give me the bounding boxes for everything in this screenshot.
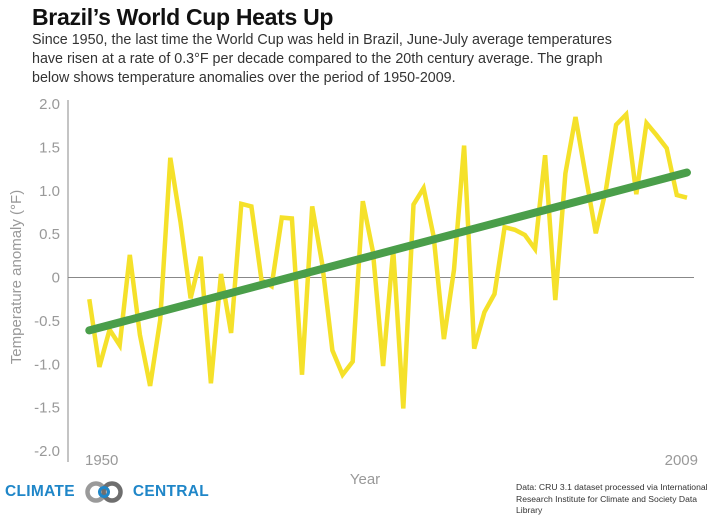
logo-text-left: CLIMATE — [5, 483, 75, 501]
x-tick-label-2009: 2009 — [665, 452, 698, 469]
source-line-2: Research Institute for Climate and Socie… — [516, 494, 720, 517]
logo-text-right: CENTRAL — [133, 483, 209, 501]
x-tick-label-1950: 1950 — [85, 452, 118, 469]
y-tick-label: 1.0 — [39, 183, 60, 200]
y-tick-label: -0.5 — [34, 313, 60, 330]
x-axis-label: Year — [350, 471, 380, 488]
y-tick-label: -1.5 — [34, 400, 60, 417]
y-tick-label: 0.5 — [39, 226, 60, 243]
y-tick-label: 0 — [52, 270, 60, 287]
y-tick-label: 1.5 — [39, 139, 60, 156]
source-line-1: Data: CRU 3.1 dataset processed via Inte… — [516, 482, 720, 494]
data-source-note: Data: CRU 3.1 dataset processed via Inte… — [516, 482, 720, 517]
climate-central-logo: CLIMATE CENTRAL — [5, 481, 209, 503]
y-axis-label: Temperature anomaly (°F) — [8, 190, 25, 364]
logo-rings-icon — [79, 481, 129, 503]
y-tick-label: -1.0 — [34, 356, 60, 373]
temperature-anomaly-line — [89, 114, 687, 408]
y-tick-label: 2.0 — [39, 96, 60, 113]
y-tick-label: -2.0 — [34, 443, 60, 460]
